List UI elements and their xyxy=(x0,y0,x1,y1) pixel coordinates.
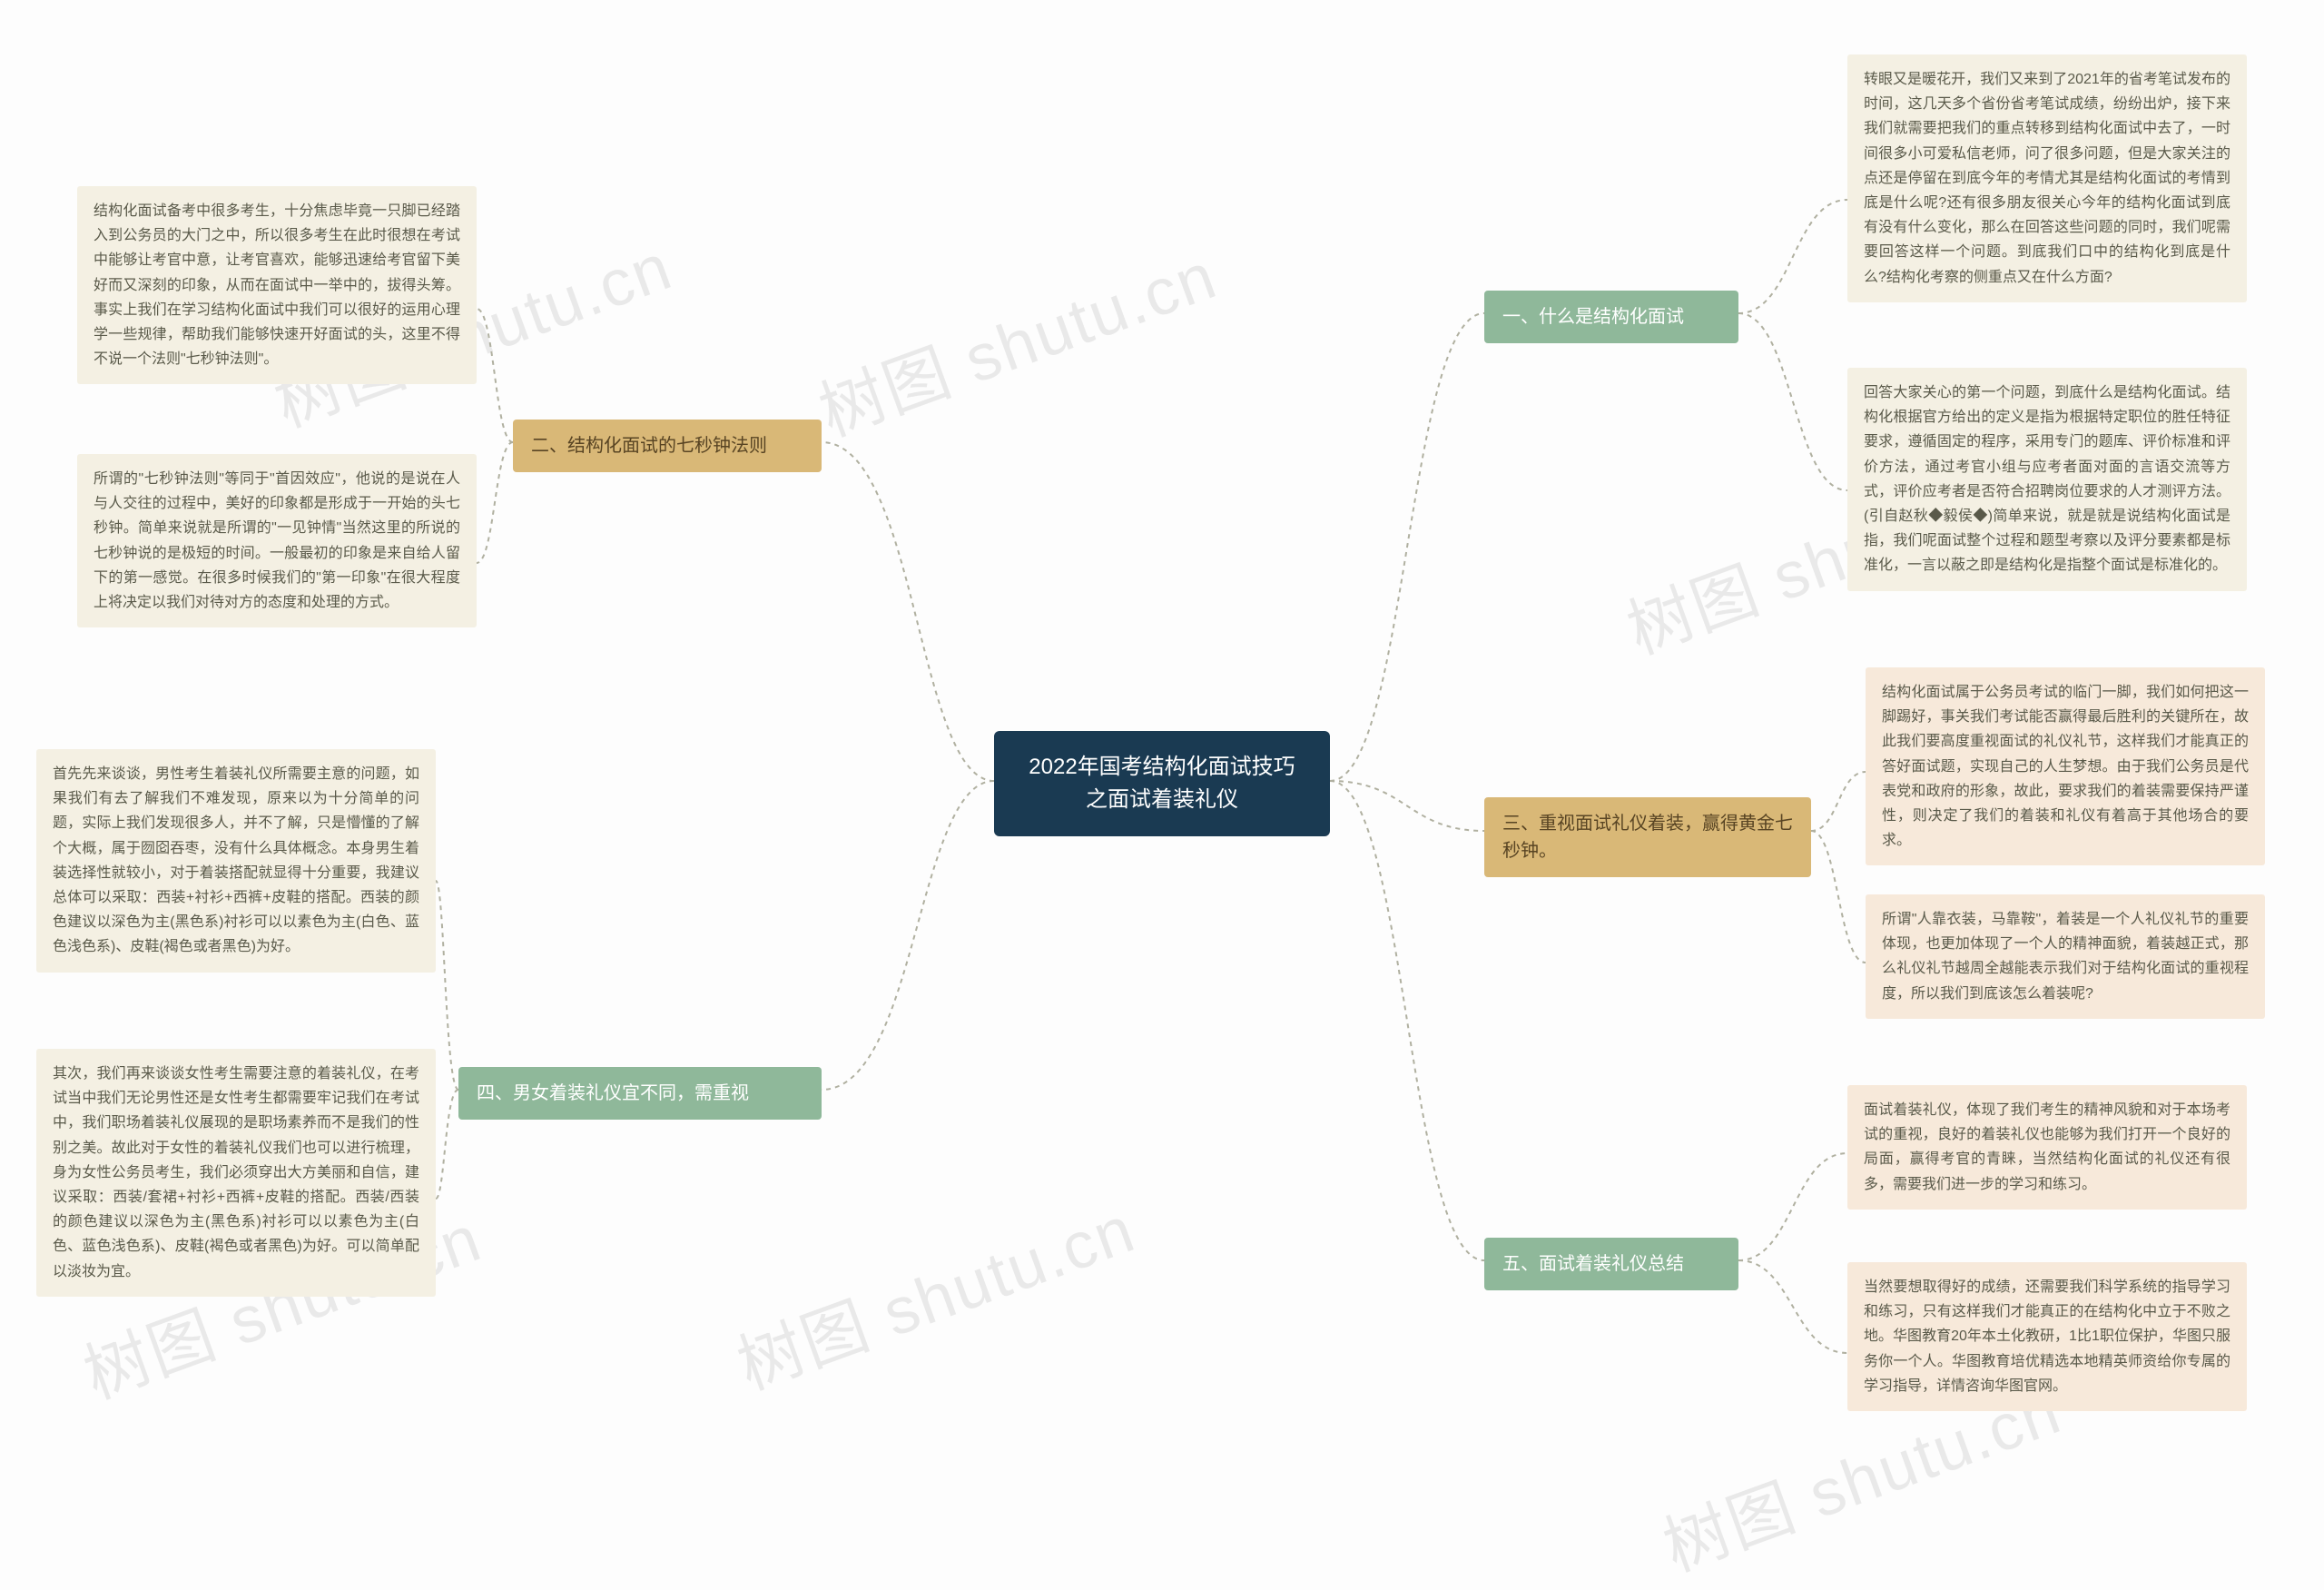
watermark: 树图 shutu.cn xyxy=(804,222,1227,454)
branch-2[interactable]: 二、结构化面试的七秒钟法则 xyxy=(513,420,822,472)
branch-5[interactable]: 五、面试着装礼仪总结 xyxy=(1484,1238,1738,1290)
branch-2-leaf-2: 所谓的"七秒钟法则"等同于"首因效应"，他说的是说在人与人交往的过程中，美好的印… xyxy=(77,454,477,627)
branch-3-leaf-2: 所谓"人靠衣装，马靠鞍"，着装是一个人礼仪礼节的重要体现，也更加体现了一个人的精… xyxy=(1866,894,2265,1019)
mindmap-center[interactable]: 2022年国考结构化面试技巧之面试着装礼仪 xyxy=(994,731,1330,836)
branch-1-leaf-2: 回答大家关心的第一个问题，到底什么是结构化面试。结构化根据官方给出的定义是指为根… xyxy=(1847,368,2247,591)
branch-4[interactable]: 四、男女着装礼仪宜不同，需重视 xyxy=(458,1067,822,1120)
branch-3-leaf-1: 结构化面试属于公务员考试的临门一脚，我们如何把这一脚踢好，事关我们考试能否赢得最… xyxy=(1866,667,2265,865)
watermark: 树图 shutu.cn xyxy=(723,1176,1146,1407)
branch-3[interactable]: 三、重视面试礼仪着装，赢得黄金七秒钟。 xyxy=(1484,797,1811,877)
branch-4-leaf-2: 其次，我们再来谈谈女性考生需要注意的着装礼仪，在考试当中我们无论男性还是女性考生… xyxy=(36,1049,436,1297)
branch-5-leaf-1: 面试着装礼仪，体现了我们考生的精神风貌和对于本场考试的重视，良好的着装礼仪也能够… xyxy=(1847,1085,2247,1210)
branch-2-leaf-1: 结构化面试备考中很多考生，十分焦虑毕竟一只脚已经踏入到公务员的大门之中，所以很多… xyxy=(77,186,477,384)
branch-1[interactable]: 一、什么是结构化面试 xyxy=(1484,291,1738,343)
branch-4-leaf-1: 首先先来谈谈，男性考生着装礼仪所需要主意的问题，如果我们有去了解我们不难发现，原… xyxy=(36,749,436,973)
branch-1-leaf-1: 转眼又是暖花开，我们又来到了2021年的省考笔试发布的时间，这几天多个省份省考笔… xyxy=(1847,54,2247,302)
branch-5-leaf-2: 当然要想取得好的成绩，还需要我们科学系统的指导学习和练习，只有这样我们才能真正的… xyxy=(1847,1262,2247,1411)
